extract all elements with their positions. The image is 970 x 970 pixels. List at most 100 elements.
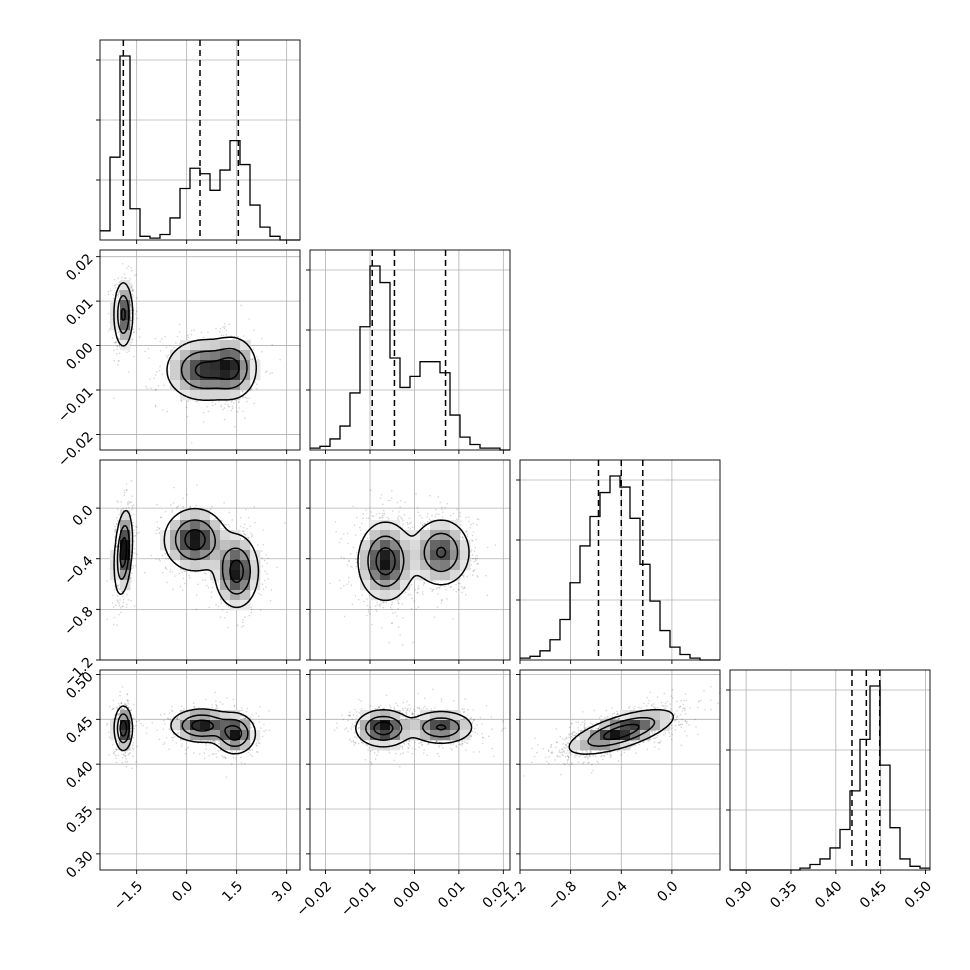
- sample-point: [239, 517, 242, 519]
- sample-point: [208, 606, 211, 609]
- sample-point: [220, 405, 223, 408]
- sample-point: [244, 396, 247, 399]
- sample-point: [108, 330, 110, 332]
- sample-point: [402, 617, 404, 619]
- density-cell: [240, 380, 251, 391]
- sample-point: [242, 621, 244, 624]
- sample-point: [122, 601, 125, 604]
- sample-point: [115, 545, 118, 547]
- sample-point: [127, 265, 130, 268]
- sample-point: [138, 328, 141, 330]
- sample-point: [244, 417, 246, 420]
- sample-point: [133, 605, 136, 607]
- sample-point: [162, 409, 164, 411]
- sample-point: [149, 378, 151, 380]
- sample-point: [130, 341, 133, 344]
- sample-point: [250, 608, 253, 611]
- sample-point: [494, 544, 497, 546]
- density-cell: [230, 550, 241, 561]
- sample-point: [403, 513, 406, 516]
- panel-frame: [309, 249, 511, 451]
- sample-point: [343, 557, 345, 559]
- sample-point: [467, 533, 469, 536]
- panel-frame: [99, 39, 301, 241]
- sample-point: [211, 706, 213, 709]
- sample-point: [227, 523, 230, 526]
- sample-point: [150, 387, 152, 390]
- sample-point: [397, 600, 399, 602]
- sample-point: [462, 576, 465, 578]
- sample-point: [118, 281, 121, 284]
- sample-point: [196, 401, 198, 403]
- sample-point: [181, 589, 184, 591]
- sample-point: [125, 606, 128, 609]
- sample-point: [173, 346, 175, 349]
- sample-point: [151, 721, 153, 724]
- sample-point: [362, 517, 364, 520]
- sample-point: [250, 611, 253, 614]
- sample-point: [369, 613, 372, 615]
- sample-point: [263, 579, 266, 582]
- density-cell: [220, 590, 231, 601]
- density-cell: [200, 340, 211, 351]
- sample-point: [376, 610, 378, 613]
- sample-point: [116, 599, 119, 601]
- sample-point: [116, 595, 119, 597]
- sample-point: [346, 532, 349, 535]
- sample-point: [238, 407, 240, 409]
- sample-point: [176, 335, 179, 338]
- sample-point: [113, 279, 116, 281]
- sample-point: [261, 583, 264, 585]
- sample-point: [113, 616, 116, 619]
- sample-point: [227, 405, 229, 408]
- sample-point: [343, 585, 345, 587]
- sample-point: [126, 693, 128, 696]
- density-cell: [220, 570, 231, 581]
- sample-point: [130, 312, 133, 314]
- sample-point: [214, 403, 217, 405]
- sample-point: [115, 283, 117, 286]
- sample-point: [116, 500, 118, 502]
- sample-point: [228, 405, 231, 408]
- sample-point: [476, 575, 479, 577]
- sample-point: [353, 524, 356, 526]
- sample-point: [144, 385, 147, 388]
- density-cell: [210, 560, 221, 571]
- sample-point: [127, 503, 129, 506]
- sample-point: [256, 388, 258, 390]
- sample-point: [164, 552, 166, 555]
- sample-point: [474, 557, 477, 559]
- sample-point: [418, 587, 420, 589]
- sample-point: [260, 550, 263, 552]
- sample-point: [360, 529, 362, 531]
- sample-point: [470, 523, 472, 526]
- sample-point: [473, 550, 476, 552]
- sample-point: [475, 538, 477, 541]
- density-cell: [210, 340, 221, 351]
- sample-point: [391, 601, 394, 604]
- sample-point: [383, 509, 385, 512]
- sample-point: [136, 532, 138, 535]
- density-cell: [230, 340, 241, 351]
- sample-point: [164, 566, 167, 568]
- sample-point: [127, 500, 130, 503]
- density-cell: [450, 570, 461, 581]
- density-cell: [110, 310, 121, 321]
- sample-point: [465, 594, 467, 596]
- contour-level-3: [120, 308, 240, 381]
- sample-point: [459, 515, 461, 518]
- sample-point: [158, 532, 161, 534]
- sample-point: [131, 572, 133, 574]
- sample-point: [358, 598, 360, 601]
- sample-point: [119, 599, 121, 601]
- sample-point: [133, 504, 135, 506]
- density-cell: [120, 330, 131, 341]
- sample-point: [157, 384, 160, 387]
- sample-point: [474, 547, 477, 549]
- sample-point: [433, 616, 436, 619]
- sample-point: [238, 401, 240, 404]
- sample-point: [242, 410, 244, 413]
- sample-point: [215, 604, 217, 606]
- sample-point: [237, 336, 239, 338]
- sample-point: [465, 516, 468, 519]
